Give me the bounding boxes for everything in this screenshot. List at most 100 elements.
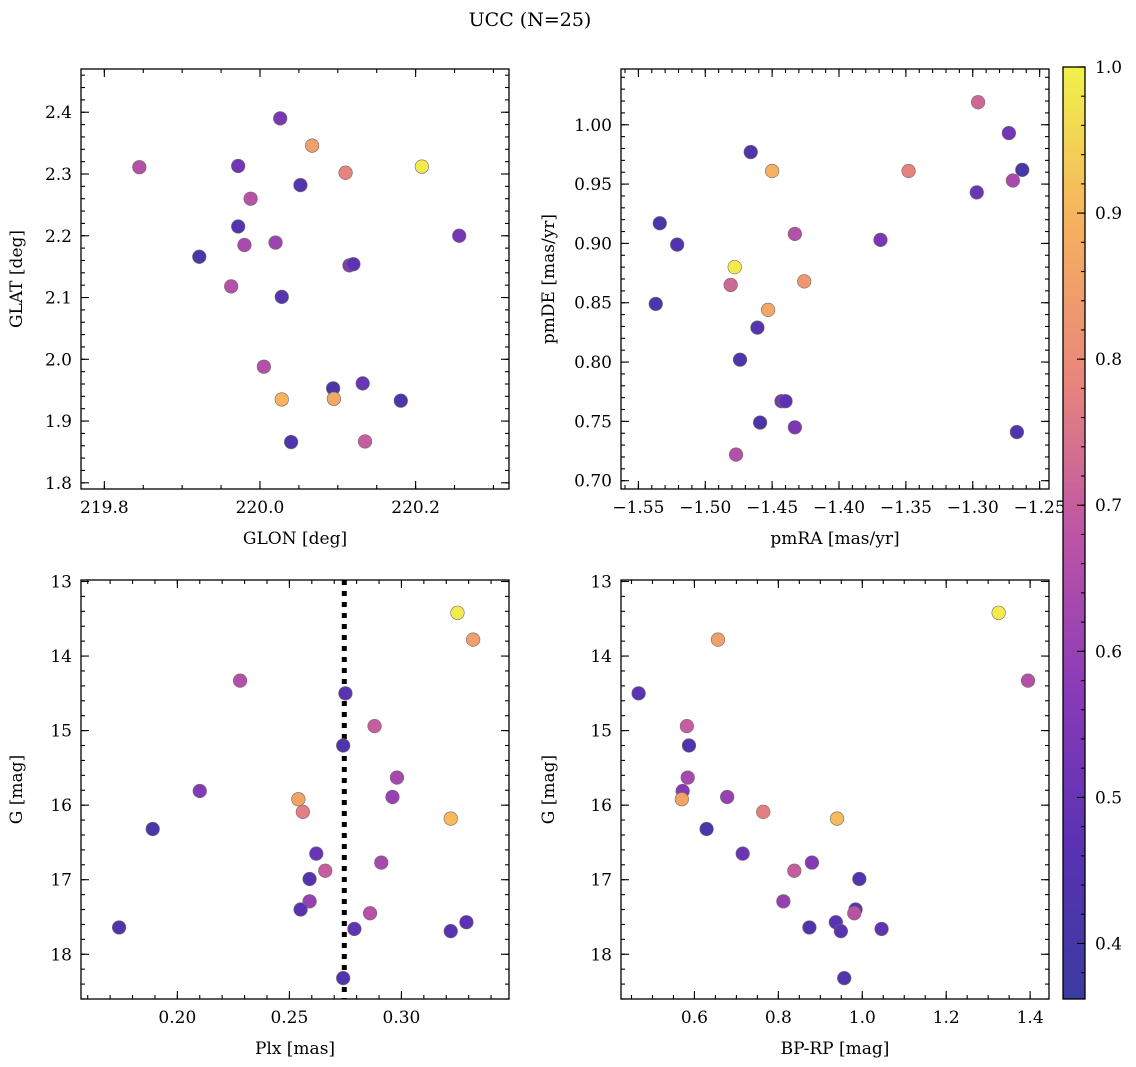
scatter-point	[1001, 125, 1016, 141]
scatter-point	[710, 632, 726, 647]
scatter-point	[305, 138, 320, 153]
scatter-point	[680, 770, 695, 785]
scatter-point	[346, 257, 361, 272]
x-axis-label: Plx [mas]	[255, 1039, 335, 1059]
colorbar-tick-label: 1.0	[1095, 58, 1122, 78]
scatter-point	[459, 915, 474, 930]
scatter-point	[357, 434, 373, 449]
scatter-point	[237, 237, 252, 253]
x-tick-label: −1.25	[1014, 498, 1066, 518]
scatter-point	[243, 191, 258, 206]
scatter-point	[723, 277, 738, 293]
scatter-point	[679, 719, 694, 734]
scatter-point	[389, 770, 405, 785]
panel-bprp-g: 0.6 0.8 1.0 1.2 1.4 13 14 15 16 17 18 BP-RP [mag] G …	[539, 572, 1050, 1059]
scatter-point	[829, 811, 845, 826]
y-tick-label: 0.80	[574, 353, 612, 373]
y-tick-label: 2.4	[45, 103, 72, 123]
y-tick-label: 15	[50, 722, 72, 742]
colorbar-tick-label: 0.7	[1095, 496, 1122, 516]
y-tick-label: 0.75	[574, 412, 612, 432]
y-tick-label: 1.8	[45, 474, 72, 494]
y-tick-label: 17	[590, 871, 612, 891]
scatter-point	[336, 971, 351, 986]
colorbar-tick-label: 0.4	[1095, 934, 1122, 954]
y-tick-label: 18	[590, 945, 612, 965]
y-tick-label: 13	[590, 572, 612, 592]
x-tick-label: 1.4	[1017, 1008, 1044, 1028]
scatter-point	[274, 289, 289, 305]
x-tick-label: −1.45	[746, 498, 798, 518]
scatter-point	[648, 296, 663, 312]
scatter-point	[355, 376, 370, 391]
scatter-point	[720, 789, 735, 805]
scatter-point	[776, 894, 791, 909]
scatter-point	[268, 235, 283, 250]
scatter-point	[385, 789, 400, 805]
scatter-point	[670, 237, 685, 252]
y-tick-label: 18	[50, 945, 72, 965]
scatter-point	[756, 804, 771, 819]
y-tick-label: 0.95	[574, 175, 612, 195]
scatter-point	[991, 605, 1006, 620]
colorbar-gradient	[1063, 67, 1085, 999]
y-tick-label: 14	[590, 647, 612, 667]
scatter-point	[291, 792, 306, 807]
x-axis-label: pmRA [mas/yr]	[770, 529, 899, 549]
y-tick-label: 14	[50, 647, 72, 667]
y-tick-label: 13	[50, 572, 72, 592]
y-axis-label: G [mag]	[539, 755, 559, 824]
panel-plx-g: 0.20 0.25 0.30 13 14 15 16 17 18 Plx [mas] G [mag]	[7, 572, 510, 1059]
plot-frame	[80, 68, 510, 490]
y-tick-label: 2.1	[45, 289, 72, 309]
scatter-point	[674, 792, 689, 807]
scatter-point	[192, 249, 207, 264]
scatter-point	[367, 719, 382, 734]
scatter-point	[111, 920, 127, 935]
scatter-point	[273, 111, 288, 126]
y-tick-label: 2.3	[45, 165, 72, 185]
scatter-point	[765, 163, 780, 179]
scatter-point	[293, 178, 308, 193]
scatter-point	[1005, 173, 1020, 188]
y-tick-label: 2.0	[45, 350, 72, 370]
x-tick-label: 0.20	[158, 1008, 196, 1028]
scatter-point	[374, 855, 389, 870]
scatter-point	[1020, 673, 1036, 688]
scatter-point	[302, 871, 317, 887]
scatter-point	[414, 159, 429, 174]
scatter-point	[309, 846, 324, 861]
scatter-point	[1009, 424, 1025, 440]
scatter-point	[778, 394, 793, 409]
scatter-point	[192, 783, 207, 799]
y-tick-label: 15	[590, 722, 612, 742]
scatter-point	[256, 359, 271, 374]
scatter-point	[145, 821, 160, 837]
scatter-point	[681, 738, 697, 753]
scatter-point	[873, 232, 888, 247]
x-tick-label: −1.30	[947, 498, 999, 518]
plot-frame	[80, 579, 510, 1000]
y-tick-label: 1.9	[45, 412, 72, 432]
scatter-point	[874, 921, 889, 937]
scatter-point	[326, 391, 342, 406]
colorbar-tick-label: 0.9	[1095, 204, 1122, 224]
y-tick-label: 2.2	[45, 227, 72, 247]
scatter-point	[132, 160, 147, 175]
x-tick-label: −1.55	[612, 498, 664, 518]
scatter-point	[652, 216, 667, 231]
scatter-point	[852, 871, 867, 887]
scatter-point	[752, 415, 768, 430]
scatter-point	[274, 392, 289, 407]
scatter-point	[901, 163, 916, 179]
y-axis-label: G [mag]	[7, 755, 27, 824]
scatter-point	[727, 260, 742, 275]
x-tick-label: 220.2	[391, 498, 440, 518]
y-tick-label: 16	[590, 796, 612, 816]
scatter-point	[338, 686, 353, 701]
x-tick-label: 1.0	[849, 1008, 876, 1028]
scatter-point	[735, 846, 750, 861]
x-tick-label: 219.8	[80, 498, 129, 518]
scatter-point	[1015, 162, 1030, 177]
y-tick-label: 16	[50, 796, 72, 816]
